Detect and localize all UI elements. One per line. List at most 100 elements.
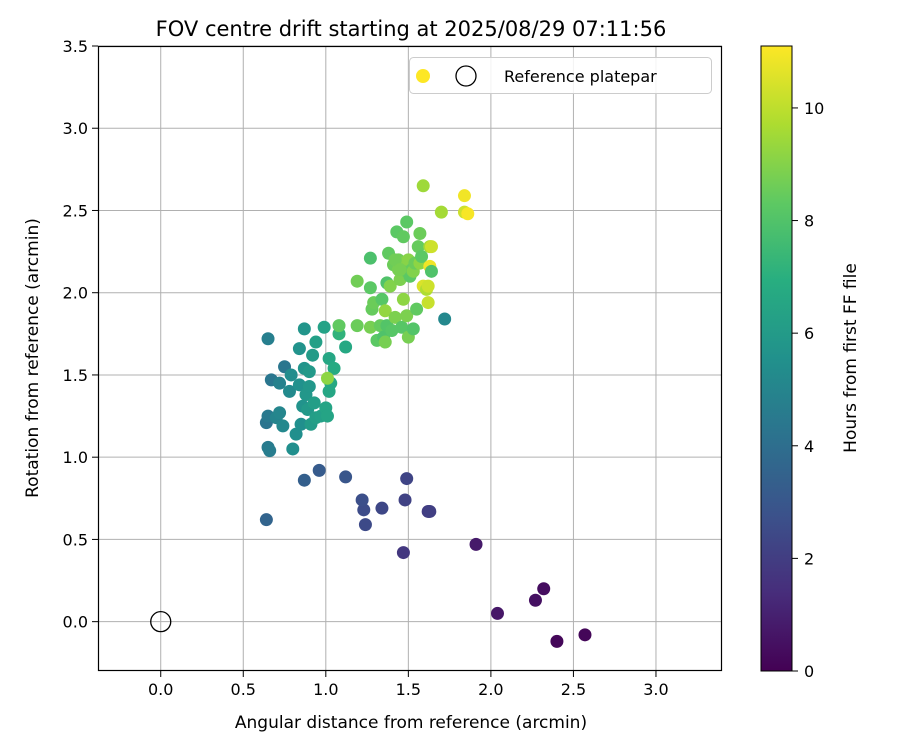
data-point	[424, 240, 438, 254]
data-point	[550, 634, 564, 648]
data-point	[385, 324, 399, 338]
data-point	[276, 419, 290, 433]
y-tick-label: 1.5	[63, 366, 88, 385]
colorbar-tick-label: 10	[804, 99, 824, 118]
data-point	[261, 332, 275, 346]
y-tick-label: 3.0	[63, 119, 88, 138]
data-point	[416, 179, 430, 193]
data-point	[355, 493, 369, 507]
data-point	[286, 442, 300, 456]
data-point	[395, 320, 409, 334]
data-point	[398, 493, 412, 507]
x-tick-label: 0.0	[148, 680, 173, 699]
scatter-points	[259, 179, 592, 648]
data-point	[309, 335, 323, 349]
data-point	[292, 378, 306, 392]
data-point	[307, 396, 321, 410]
data-point	[358, 518, 372, 532]
colorbar-tick-label: 6	[804, 324, 814, 343]
data-point	[302, 379, 316, 393]
x-tick-label: 3.0	[643, 680, 668, 699]
data-point	[339, 340, 353, 354]
data-point	[537, 582, 551, 596]
data-point	[284, 368, 298, 382]
data-point	[263, 444, 277, 458]
data-point	[421, 296, 435, 310]
data-point	[320, 371, 334, 385]
data-point	[375, 292, 389, 306]
data-point	[461, 207, 475, 221]
plot-frame	[97, 45, 723, 672]
x-tick-label: 0.5	[231, 680, 256, 699]
data-point	[357, 503, 371, 517]
data-point	[528, 593, 542, 607]
data-point	[282, 384, 296, 398]
y-axis: 0.0 0.5 1.0 1.5 2.0 2.5 3.0 3.5	[63, 37, 98, 632]
y-tick-label: 0.0	[63, 613, 88, 632]
data-point	[297, 322, 311, 336]
data-point	[350, 274, 364, 288]
y-tick-label: 2.0	[63, 284, 88, 303]
data-point	[375, 501, 389, 515]
data-point	[413, 227, 427, 240]
data-point	[396, 230, 410, 244]
y-tick-label: 1.0	[63, 448, 88, 467]
legend-reference-marker	[455, 65, 477, 87]
y-tick-label: 3.5	[63, 37, 88, 56]
data-point	[378, 304, 392, 318]
data-point	[273, 376, 287, 390]
colorbar-gradient	[760, 45, 793, 672]
x-axis: 0.0 0.5 1.0 1.5 2.0 2.5 3.0	[148, 671, 669, 699]
data-point	[578, 628, 592, 642]
y-tick-label: 2.5	[63, 201, 88, 220]
data-point	[339, 470, 353, 484]
data-point	[469, 537, 483, 551]
chart-title: FOV centre drift starting at 2025/08/29 …	[156, 17, 667, 41]
x-axis-label: Angular distance from reference (arcmin)	[235, 713, 587, 733]
data-point	[383, 279, 397, 293]
data-point	[393, 263, 407, 277]
data-point	[400, 472, 414, 486]
data-point	[312, 463, 326, 477]
x-tick-label: 1.0	[313, 680, 338, 699]
data-point	[332, 319, 346, 333]
x-tick-label: 2.0	[478, 680, 503, 699]
data-point	[388, 310, 402, 324]
data-point	[490, 606, 504, 620]
data-point	[396, 546, 410, 560]
data-point	[273, 406, 287, 420]
data-point	[424, 264, 438, 278]
data-point	[289, 427, 303, 441]
data-point	[317, 320, 331, 334]
colorbar-tick-label: 8	[804, 212, 814, 231]
data-point	[294, 417, 308, 431]
data-point	[396, 292, 410, 306]
reference-marker	[150, 611, 172, 633]
data-point	[363, 281, 377, 295]
data-point	[434, 205, 448, 219]
legend-box	[409, 57, 712, 94]
colorbar: 0 2 4 6 8 10 Hours from first FF file	[760, 45, 861, 681]
data-point	[410, 302, 424, 316]
colorbar-tick-label: 0	[804, 662, 814, 681]
data-point	[363, 320, 377, 334]
data-point	[411, 240, 425, 254]
y-axis-label: Rotation from reference (arcmin)	[23, 218, 43, 498]
data-point	[302, 365, 316, 379]
colorbar-tick-label: 2	[804, 549, 814, 568]
data-point	[400, 309, 414, 323]
colorbar-label: Hours from first FF file	[841, 263, 861, 453]
data-point	[327, 361, 341, 375]
data-point	[259, 513, 273, 527]
x-tick-label: 2.5	[561, 680, 586, 699]
data-point	[421, 279, 435, 293]
data-point	[292, 342, 306, 356]
data-point	[297, 473, 311, 487]
legend-label-reference-platepar: Reference platepar	[504, 67, 657, 86]
y-tick-label: 0.5	[63, 530, 88, 549]
data-point	[415, 250, 429, 264]
data-point	[406, 322, 420, 336]
legend: Reference platepar	[409, 57, 712, 94]
data-point	[457, 189, 471, 203]
